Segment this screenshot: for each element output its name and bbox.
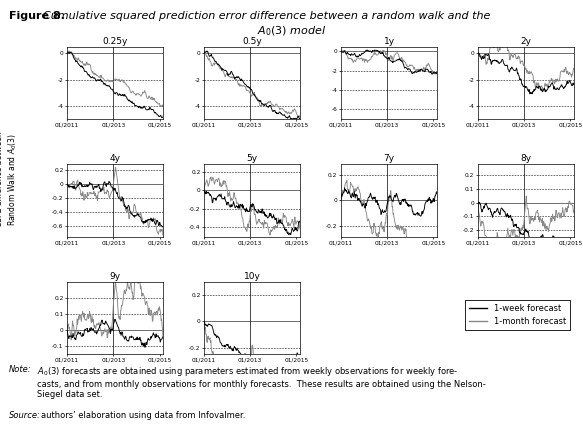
Title: 4y: 4y: [110, 154, 121, 163]
Title: 1y: 1y: [384, 37, 395, 46]
Text: Figure 8.: Figure 8.: [9, 11, 65, 21]
Text: Note:: Note:: [9, 365, 31, 374]
Title: 0.5y: 0.5y: [243, 37, 262, 46]
Text: Source:: Source:: [9, 411, 41, 420]
Title: 8y: 8y: [521, 154, 532, 163]
Text: Cumulative squared prediction error difference between a random walk and the: Cumulative squared prediction error diff…: [43, 11, 490, 21]
Title: 5y: 5y: [247, 154, 258, 163]
Legend: 1-week forecast, 1-month forecast: 1-week forecast, 1-month forecast: [465, 300, 570, 330]
Title: 10y: 10y: [244, 272, 261, 281]
Text: $A_0$(3) forecasts are obtained using parameters estimated from weekly observati: $A_0$(3) forecasts are obtained using pa…: [37, 365, 486, 399]
Text: authors’ elaboration using data from Infovalmer.: authors’ elaboration using data from Inf…: [41, 411, 245, 420]
Text: CSPE difference between
Random Walk and $A_0$(3): CSPE difference between Random Walk and …: [0, 132, 19, 227]
Title: 0.25y: 0.25y: [103, 37, 128, 46]
Title: 7y: 7y: [384, 154, 395, 163]
Text: $A_0(3)$ model: $A_0(3)$ model: [257, 24, 326, 38]
Title: 9y: 9y: [110, 272, 121, 281]
Title: 2y: 2y: [521, 37, 532, 46]
